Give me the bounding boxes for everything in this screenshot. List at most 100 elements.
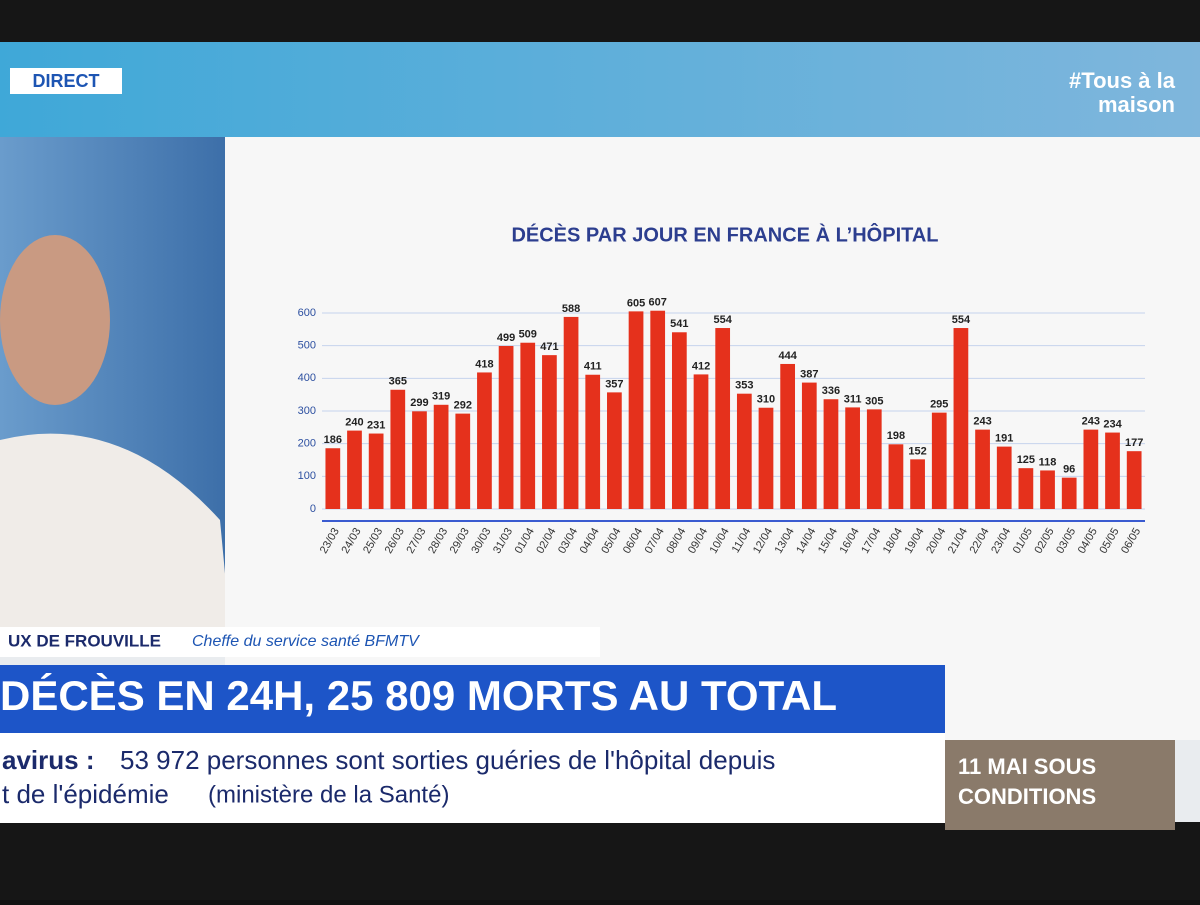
bar (931, 412, 947, 509)
presenter-face (0, 235, 110, 405)
bar (1105, 432, 1120, 509)
value-label: 191 (995, 433, 1013, 445)
bar (736, 393, 752, 509)
value-label: 387 (800, 368, 818, 380)
bar (563, 316, 579, 509)
ticker-source: (ministère de la Santé) (208, 781, 449, 808)
bar (390, 389, 406, 509)
value-label: 353 (735, 380, 753, 392)
bar (347, 430, 362, 509)
bar (650, 310, 666, 509)
bar (693, 374, 709, 509)
bar (975, 429, 990, 509)
value-label: 243 (973, 416, 991, 428)
bar (433, 404, 449, 509)
live-box (10, 68, 122, 94)
hashtag-line2: maison (1098, 92, 1175, 117)
value-label: 411 (584, 361, 602, 373)
ticker-bar (0, 733, 945, 823)
promo-box (945, 740, 1175, 830)
value-label: 292 (454, 400, 472, 412)
value-label: 305 (865, 395, 883, 407)
value-label: 471 (540, 341, 558, 353)
value-label: 588 (562, 303, 580, 315)
bar (801, 382, 817, 509)
y-tick-label: 600 (298, 307, 316, 319)
bar (455, 413, 471, 509)
bar (628, 311, 644, 509)
value-label: 412 (692, 360, 710, 372)
value-label: 365 (389, 376, 407, 388)
presenter-shirt (0, 433, 230, 627)
value-label: 554 (952, 314, 971, 326)
value-label: 554 (713, 314, 732, 326)
promo-line1: 11 MAI SOUS (958, 754, 1096, 779)
value-label: 234 (1103, 418, 1122, 430)
bar (585, 374, 601, 509)
headline: DÉCÈS EN 24H, 25 809 MORTS AU TOTAL (0, 672, 837, 719)
value-label: 295 (930, 399, 948, 411)
value-label: 607 (649, 297, 667, 309)
value-label: 231 (367, 419, 385, 431)
promo-line2: CONDITIONS (958, 784, 1096, 809)
bar (953, 328, 969, 509)
bar (1040, 470, 1055, 509)
y-tick-label: 300 (298, 405, 316, 417)
headline-bar (0, 665, 945, 733)
bar (1018, 468, 1034, 509)
bar (845, 407, 860, 509)
value-label: 336 (822, 385, 840, 397)
bar (477, 372, 492, 509)
bar (1126, 451, 1142, 509)
ticker-line2: t de l'épidémie (2, 779, 169, 809)
live-label: DIRECT (33, 71, 100, 91)
name-bar (0, 627, 600, 657)
bar (542, 355, 557, 509)
bar (758, 407, 774, 509)
value-label: 605 (627, 297, 645, 309)
value-label: 357 (605, 378, 623, 390)
value-label: 418 (475, 358, 493, 370)
ticker-line1: 53 972 personnes sont sorties guéries de… (120, 745, 775, 775)
bar (498, 345, 514, 509)
y-tick-label: 500 (298, 340, 316, 352)
value-label: 299 (410, 397, 428, 409)
value-label: 125 (1017, 454, 1035, 466)
bar (325, 448, 341, 509)
guest-role: Cheffe du service santé BFMTV (192, 633, 420, 650)
bar (607, 392, 622, 509)
guest-name: UX DE FROUVILLE (8, 631, 161, 650)
bar (520, 342, 536, 509)
value-label: 509 (519, 329, 537, 341)
value-label: 186 (324, 434, 342, 446)
y-tick-label: 0 (310, 503, 316, 515)
value-label: 499 (497, 332, 515, 344)
value-label: 243 (1082, 416, 1100, 428)
value-label: 118 (1039, 456, 1057, 468)
y-tick-label: 400 (298, 372, 316, 384)
y-tick-label: 200 (298, 438, 316, 450)
chart-title: DÉCÈS PAR JOUR EN FRANCE À L’HÔPITAL (511, 222, 938, 246)
bar (866, 409, 882, 509)
value-label: 310 (757, 394, 775, 406)
hashtag: #Tous à la (1069, 68, 1176, 93)
bar (671, 332, 687, 509)
value-label: 311 (844, 393, 862, 405)
value-label: 240 (345, 417, 363, 429)
plot: 010020030040050060023/0318624/0324025/03… (298, 297, 1145, 556)
ticker-topic: avirus : (2, 745, 95, 775)
bar (368, 433, 384, 509)
bar (996, 446, 1012, 509)
value-label: 177 (1125, 437, 1143, 449)
value-label: 444 (778, 350, 797, 362)
bar (412, 411, 427, 509)
header-band (0, 42, 1200, 137)
y-tick-label: 100 (298, 470, 316, 482)
value-label: 198 (887, 430, 905, 442)
bar (1061, 477, 1077, 509)
bar (910, 459, 925, 509)
value-label: 541 (670, 318, 688, 330)
bar (823, 399, 839, 509)
